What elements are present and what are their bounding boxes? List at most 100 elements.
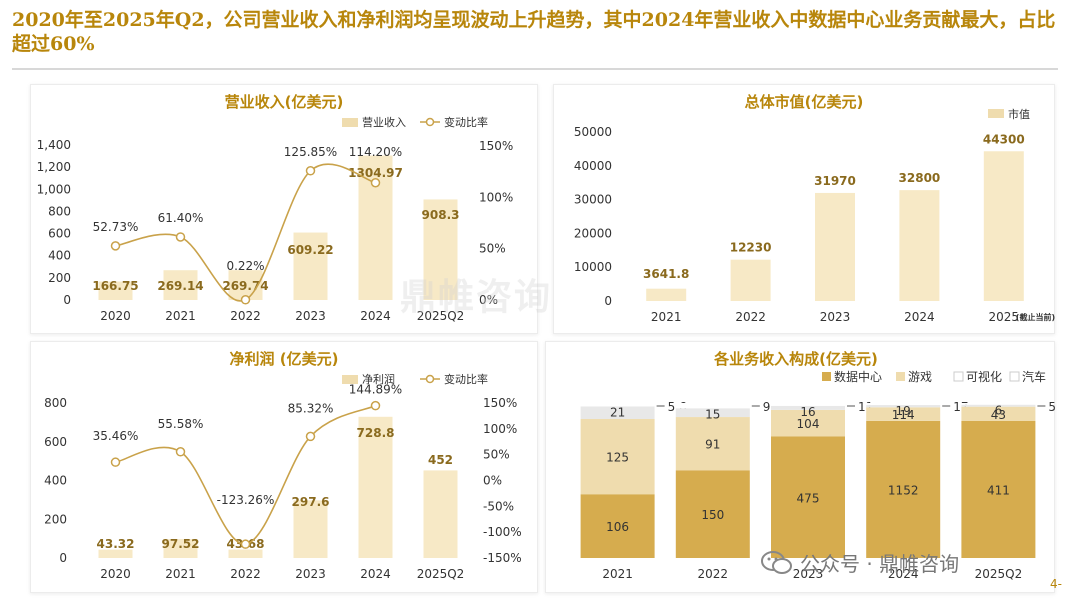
bar-value-label: 269.74 [222,279,268,293]
ratio-label: 114.20% [349,145,402,159]
bar [358,416,393,558]
x-tick-label: 2020 [100,567,131,581]
stack-segment [866,403,941,406]
legend-marker [425,117,435,127]
legend-swatch [822,372,831,381]
stack-value-label: 16 [800,405,815,419]
bar [730,259,771,301]
stack-value-label: 475 [797,491,820,505]
legend-label: 可视化 [966,369,1002,384]
ratio-point [305,431,316,442]
stack-value-label: 15 [705,407,720,421]
y-tick-label-left: 0 [604,294,612,308]
stack-segment [675,417,750,471]
stack-value-label: 114 [892,408,915,422]
legend-swatch [953,371,964,382]
stack-value-label: 21 [610,405,625,419]
y-tick-label-left: 800 [44,396,67,410]
net-profit-chart-panel: 净利润 (亿美元) 净利润 变动比率 0 200 400 600 800 -150% -100% -… [30,341,538,593]
legend-swatch [1009,371,1020,382]
y-tick-label-left: 0 [63,293,71,307]
x-axis-note: (截止当前) [1016,312,1055,322]
y-tick-label-left: 1,000 [37,182,71,196]
x-tick-label: 2022 [698,567,729,581]
stack-segment [771,409,845,437]
ratio-label: 52.73% [93,220,139,234]
y-tick-label-left: 10000 [574,260,612,274]
ratio-point [240,295,251,305]
bar [293,232,328,300]
y-tick-label-right: 100% [483,422,517,436]
wechat-account: 公众号 · 鼎帷咨询 [760,548,959,577]
y-tick-label-left: 400 [44,474,67,488]
stack-value-label: 91 [705,438,720,452]
x-tick-label: 2025Q2 [417,309,465,323]
stack-segment [675,470,750,558]
bar [423,199,458,300]
bar-value-label: 609.22 [287,243,333,257]
legend-label: 汽车 [1022,369,1046,384]
x-tick-label: 2022 [230,567,261,581]
stack-segment [961,406,1036,421]
bar [163,539,198,558]
x-tick-label: 2020 [100,309,131,323]
x-tick-label: 2022 [230,309,261,323]
x-tick-label: 2021 [165,309,196,323]
y-tick-label-right: 0% [483,474,502,488]
bar-value-label: 32800 [899,171,941,185]
ratio-point [305,166,316,176]
legend-label: 营业收入 [362,115,406,129]
y-tick-label-left: 1,400 [37,138,71,152]
x-tick-label: 2023 [295,309,326,323]
stack-value-label: 125 [606,451,629,465]
x-tick-label: 2024 [360,567,391,581]
x-tick-label: 2025Q2 [975,567,1023,581]
y-tick-label-right: -50% [483,499,514,513]
bar [815,192,855,301]
chart-title: 各业务收入构成(亿美元) [713,350,878,368]
x-tick-label: 2024 [360,309,391,323]
y-tick-label-left: 200 [48,271,71,285]
stack-value-label: 104 [797,417,820,431]
ratio-point [240,539,251,549]
stack-segment [866,405,941,408]
bar [983,151,1024,301]
ratio-label: 85.32% [288,401,334,415]
stack-value-label: 1152 [888,483,919,497]
stack-segment [675,408,750,418]
y-tick-label-right: 50% [479,242,506,256]
bar-value-label: 31970 [814,174,856,188]
y-tick-label-left: 200 [44,512,67,526]
chart-title: 净利润 (亿美元) [230,350,339,368]
wechat-icon [761,550,792,574]
stack-value-label: 150 [701,508,724,522]
bar-value-label: 12230 [730,241,772,255]
bar [98,549,133,558]
bar [646,288,687,301]
y-tick-label-left: 20000 [574,226,612,240]
x-tick-label: 2023 [820,310,851,324]
bar-value-label: 3641.8 [643,267,689,281]
segment-revenue-chart: 各业务收入构成(亿美元)数据中心游戏可视化汽车106125215.6150911… [580,350,1056,581]
bar-value-label: 297.6 [292,495,330,509]
stack-segment [866,407,941,421]
y-tick-label-left: 600 [44,435,67,449]
page-number: 4- [1050,577,1062,591]
y-tick-label-left: 800 [48,204,71,218]
y-tick-label-right: -100% [483,525,522,539]
bar-value-label: 97.52 [162,537,200,551]
title-divider [12,68,1058,70]
revenue-chart-panel: 营业收入(亿美元) 营业收入 变动比率 0 200 400 600 800 1,000 1,200… [30,84,538,334]
x-tick-label: 2023 [793,567,824,581]
y-tick-label-right: -150% [483,551,522,565]
x-tick-label: 2025 [989,310,1020,324]
wechat-text: 公众号 · 鼎帷咨询 [800,552,960,576]
ratio-label: 125.85% [284,145,337,159]
y-tick-label-right: 0% [479,293,498,307]
y-tick-label-left: 400 [48,249,71,263]
x-tick-label: 2022 [735,310,766,324]
y-tick-label-right: 150% [483,396,517,410]
ratio-label: -123.26% [217,493,275,507]
legend-label: 变动比率 [444,372,488,386]
bar-value-label: 44300 [983,132,1025,146]
